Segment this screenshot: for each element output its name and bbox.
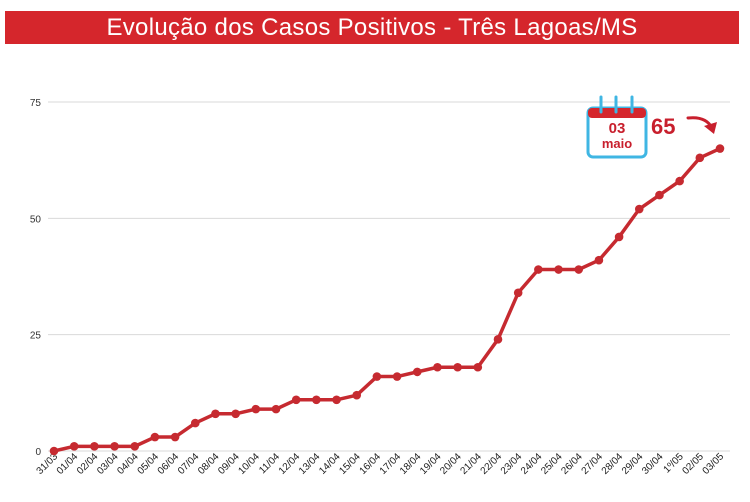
x-tick-label: 10/04 [236, 451, 262, 477]
x-tick-label: 02/05 [680, 451, 706, 477]
data-point [332, 396, 341, 405]
data-point [413, 368, 422, 377]
data-point [292, 396, 301, 405]
x-tick-label: 19/04 [418, 451, 444, 477]
x-tick-label: 27/04 [580, 451, 606, 477]
data-point [716, 144, 725, 153]
data-point [50, 447, 59, 456]
data-point [615, 233, 624, 242]
data-point [312, 396, 321, 405]
data-point [675, 177, 684, 186]
data-point [191, 419, 200, 428]
data-point [696, 154, 705, 163]
y-tick-label: 50 [30, 214, 42, 225]
y-tick-label: 25 [30, 331, 42, 342]
x-tick-label: 18/04 [398, 451, 424, 477]
x-axis-ticks: 31/0301/0402/0403/0404/0405/0406/0407/04… [35, 451, 727, 477]
x-tick-label: 29/04 [620, 451, 646, 477]
data-point [211, 409, 220, 418]
data-point [494, 335, 503, 344]
calendar-day: 03 [609, 120, 626, 137]
x-tick-label: 21/04 [458, 451, 484, 477]
x-tick-label: 13/04 [297, 451, 323, 477]
x-tick-label: 12/04 [277, 451, 303, 477]
last-value-label: 65 [651, 114, 675, 139]
x-tick-label: 03/05 [701, 451, 727, 477]
x-tick-label: 15/04 [337, 451, 363, 477]
data-point [514, 288, 523, 297]
series-points [50, 144, 725, 455]
data-point [373, 372, 382, 381]
data-point [433, 363, 442, 372]
y-axis-ticks: 0 25 50 75 [30, 98, 42, 458]
x-tick-label: 25/04 [539, 451, 565, 477]
y-tick-label: 75 [30, 98, 42, 109]
x-tick-label: 09/04 [216, 451, 242, 477]
data-point [90, 442, 99, 451]
x-tick-label: 20/04 [438, 451, 464, 477]
curved-arrow-icon [688, 118, 717, 134]
data-point [130, 442, 139, 451]
data-point [635, 205, 644, 214]
x-tick-label: 03/04 [95, 451, 121, 477]
data-point [655, 191, 664, 200]
x-tick-label: 04/04 [115, 451, 141, 477]
x-tick-label: 11/04 [257, 451, 282, 476]
data-point [453, 363, 462, 372]
data-point [534, 265, 543, 274]
data-point [554, 265, 563, 274]
data-point [474, 363, 483, 372]
x-tick-label: 26/04 [559, 451, 585, 477]
data-point [574, 265, 583, 274]
calendar-month: maio [602, 136, 632, 151]
x-tick-label: 30/04 [640, 451, 666, 477]
x-tick-label: 08/04 [196, 451, 222, 477]
x-tick-label: 06/04 [156, 451, 182, 477]
x-tick-label: 02/04 [75, 451, 101, 477]
x-tick-label: 07/04 [176, 451, 202, 477]
data-point [393, 372, 402, 381]
x-tick-label: 16/04 [358, 451, 384, 477]
x-tick-label: 14/04 [317, 451, 343, 477]
series-line [54, 149, 720, 451]
x-tick-label: 24/04 [519, 451, 545, 477]
data-point [110, 442, 119, 451]
x-tick-label: 22/04 [479, 451, 505, 477]
calendar-icon: 03 maio [588, 97, 646, 157]
x-tick-label: 17/04 [378, 451, 404, 477]
data-point [70, 442, 79, 451]
data-point [252, 405, 261, 414]
data-point [171, 433, 180, 442]
data-point [151, 433, 160, 442]
data-point [352, 391, 361, 400]
x-tick-label: 01/04 [55, 451, 81, 477]
data-point [231, 409, 240, 418]
x-tick-label: 23/04 [499, 451, 525, 477]
y-tick-label: 0 [35, 447, 41, 458]
data-point [272, 405, 281, 414]
data-point [595, 256, 604, 265]
x-tick-label: 05/04 [136, 451, 162, 477]
x-tick-label: 28/04 [600, 451, 626, 477]
